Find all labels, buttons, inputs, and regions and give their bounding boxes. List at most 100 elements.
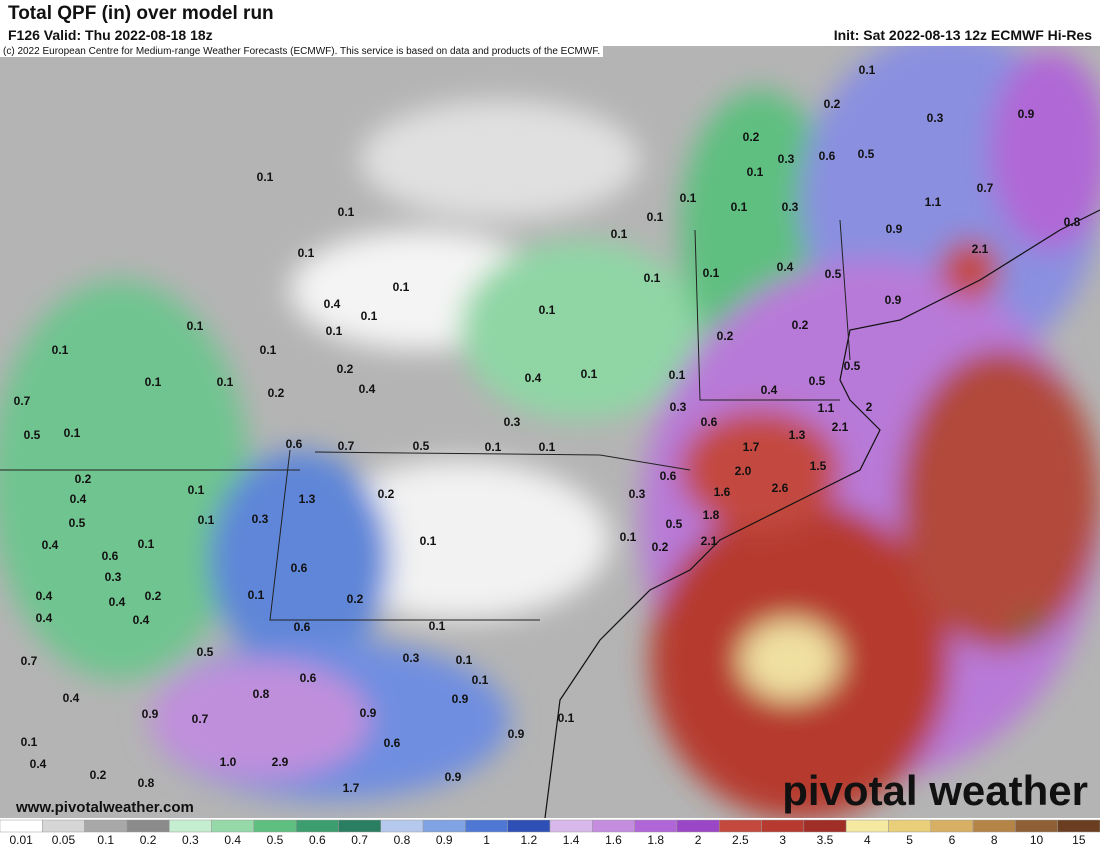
- legend-label: 0.5: [267, 833, 284, 847]
- legend-swatch: [0, 819, 43, 833]
- map-label: 0.4: [525, 371, 542, 385]
- map-label: 0.5: [197, 645, 214, 659]
- map-label: 0.8: [1064, 215, 1081, 229]
- legend-swatch: [168, 819, 212, 833]
- legend-swatch: [380, 819, 424, 833]
- map-label: 1.8: [703, 508, 720, 522]
- legend-label: 4: [864, 833, 871, 847]
- map-label: 0.7: [14, 394, 31, 408]
- map-labels: 0.1 0.2 0.3 0.9 0.2 0.3 0.6 0.5 0.1 0.7 0.1 0.1 0.3 1…: [14, 63, 1081, 795]
- legend-swatch: [803, 819, 847, 833]
- map-label: 2.6: [772, 481, 789, 495]
- map-label: 0.4: [63, 691, 80, 705]
- legend-swatch: [126, 819, 170, 833]
- legend-label: 1.4: [563, 833, 580, 847]
- map-label: 0.1: [558, 711, 575, 725]
- legend-label: 0.7: [351, 833, 368, 847]
- map-label: 0.2: [717, 329, 734, 343]
- map-label: 1.7: [343, 781, 360, 795]
- map-label: 0.4: [70, 492, 87, 506]
- map-label: 0.1: [611, 227, 628, 241]
- map-label: 2.1: [832, 420, 849, 434]
- map-label: 0.7: [192, 712, 209, 726]
- legend-label: 1.2: [521, 833, 538, 847]
- map-label: 0.1: [859, 63, 876, 77]
- map-label: 0.9: [886, 222, 903, 236]
- map-label: 0.1: [361, 309, 378, 323]
- map-label: 2.0: [735, 464, 752, 478]
- legend-label: 15: [1072, 833, 1086, 847]
- legend-swatch: [549, 819, 593, 833]
- map-label: 1.1: [925, 195, 942, 209]
- map-label: 0.3: [778, 152, 795, 166]
- map-label: 0.2: [824, 97, 841, 111]
- legend-label: 3: [779, 833, 786, 847]
- map-label: 0.3: [252, 512, 269, 526]
- map-label: 0.1: [420, 534, 437, 548]
- legend-swatch: [888, 819, 932, 833]
- map-label: 0.3: [927, 111, 944, 125]
- legend-swatch: [42, 819, 85, 833]
- copyright: (c) 2022 European Centre for Medium-rang…: [0, 46, 604, 57]
- map-label: 0.3: [629, 487, 646, 501]
- map-label: 0.1: [472, 673, 489, 687]
- map-label: 0.2: [90, 768, 107, 782]
- map-label: 0.9: [452, 692, 469, 706]
- header: [0, 0, 1100, 46]
- map-label: 2.9: [272, 755, 289, 769]
- map-label: 0.1: [64, 426, 81, 440]
- map-label: 0.1: [731, 200, 748, 214]
- map-label: 0.9: [885, 293, 902, 307]
- map-label: 0.1: [429, 619, 446, 633]
- map-label: 0.5: [69, 516, 86, 530]
- precip-field: [0, 30, 1100, 820]
- map-label: 2.1: [972, 242, 989, 256]
- map-label: 0.9: [360, 706, 377, 720]
- map-label: 0.2: [337, 362, 354, 376]
- map-label: 0.1: [198, 513, 215, 527]
- legend-swatch: [1015, 819, 1058, 833]
- map-label: 0.4: [36, 611, 53, 625]
- legend-swatch: [761, 819, 805, 833]
- logo: pivotal weather: [782, 767, 1088, 814]
- map-label: 0.1: [188, 483, 205, 497]
- map-label: 1.5: [810, 459, 827, 473]
- map-label: 0.1: [620, 530, 637, 544]
- map-label: 0.1: [52, 343, 69, 357]
- legend-swatch: [972, 819, 1016, 833]
- map-label: 0.1: [680, 191, 697, 205]
- map-label: 0.3: [670, 400, 687, 414]
- map-label: 0.5: [24, 428, 41, 442]
- map-label: 0.1: [138, 537, 155, 551]
- map-label: 0.1: [260, 343, 277, 357]
- map-label: 0.1: [539, 303, 556, 317]
- map-label: 0.4: [42, 538, 59, 552]
- legend-swatch: [507, 819, 551, 833]
- map-label: 0.4: [359, 382, 376, 396]
- map-label: 0.1: [393, 280, 410, 294]
- legend-swatch: [845, 819, 889, 833]
- map-label: 2: [866, 400, 873, 414]
- map-label: 0.4: [30, 757, 47, 771]
- map-label: 0.3: [504, 415, 521, 429]
- map-label: 0.1: [539, 440, 556, 454]
- map-label: 0.6: [660, 469, 677, 483]
- valid-time: F126 Valid: Thu 2022-08-18 18z: [8, 27, 213, 43]
- map-label: 0.2: [378, 487, 395, 501]
- map-label: 0.6: [286, 437, 303, 451]
- legend-label: 6: [949, 833, 956, 847]
- map-label: 0.6: [294, 620, 311, 634]
- coastline: [544, 209, 1100, 819]
- legend-label: 8: [991, 833, 998, 847]
- legend-label: 10: [1030, 833, 1044, 847]
- legend-swatch: [211, 819, 255, 833]
- legend-label: 0.05: [52, 833, 76, 847]
- legend-label: 2.5: [732, 833, 749, 847]
- map-label: 0.4: [133, 613, 150, 627]
- map-label: 0.1: [21, 735, 38, 749]
- map-label: 0.9: [508, 727, 525, 741]
- map-label: 0.4: [36, 589, 53, 603]
- map-label: 0.1: [187, 319, 204, 333]
- map-label: 0.1: [644, 271, 661, 285]
